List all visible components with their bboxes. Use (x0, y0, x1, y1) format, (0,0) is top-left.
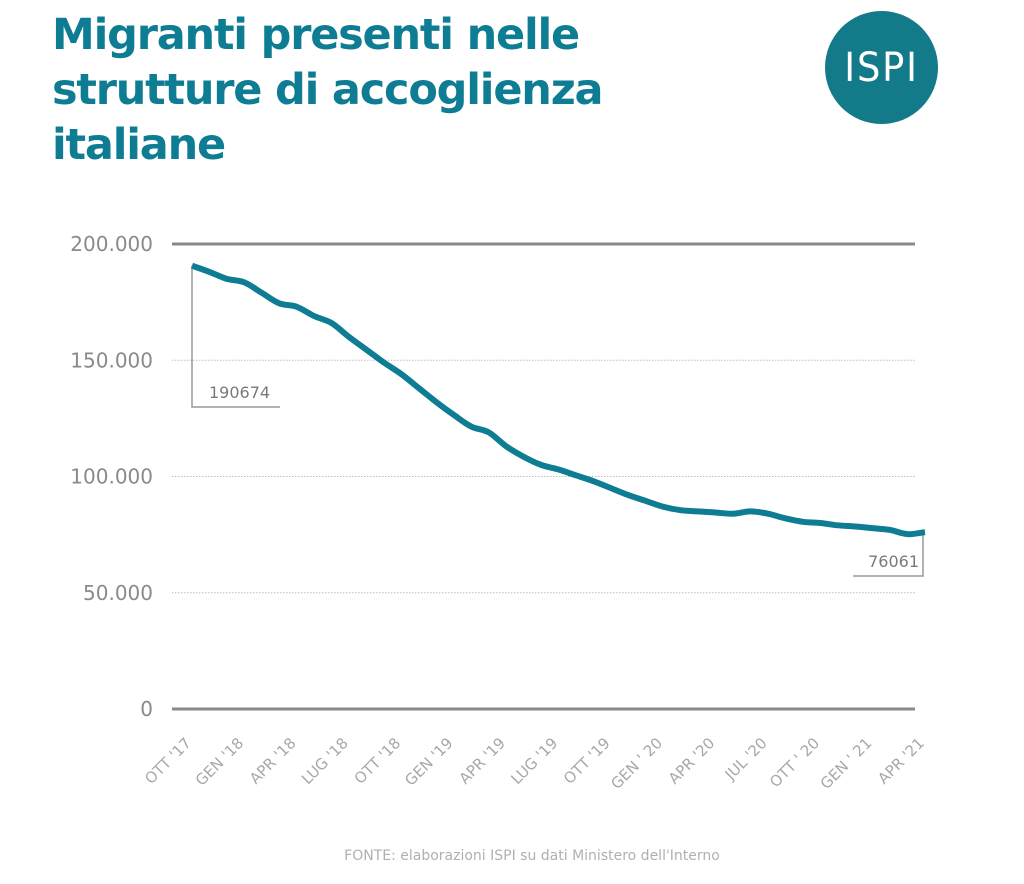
x-tick-label: APR '19 (455, 734, 509, 788)
x-tick-label: GEN ' 20 (607, 734, 666, 793)
y-tick-label: 200.000 (70, 232, 153, 256)
x-tick-label: OTT '17 (141, 734, 195, 788)
x-tick-label: JUL '20 (721, 734, 771, 784)
series-line (190, 262, 926, 538)
ispi-logo: ISPI (825, 11, 938, 124)
x-tick-label: APR '18 (246, 734, 300, 788)
x-tick-label: APR '21 (874, 734, 928, 788)
x-tick-label: GEN '18 (192, 734, 247, 789)
y-tick-label: 150.000 (70, 348, 153, 372)
x-tick-label: OTT '19 (560, 734, 614, 788)
x-tick-label: GEN ' 21 (817, 734, 876, 793)
ispi-logo-text: ISPI (844, 44, 919, 91)
y-tick-label: 100.000 (70, 465, 153, 489)
annotations: 190674 76061 (191, 265, 924, 577)
gridlines (172, 242, 915, 711)
y-axis-ticks: 0 50.000 100.000 150.000 200.000 (70, 232, 153, 721)
annotation-leader (191, 265, 280, 408)
annotation-label: 76061 (868, 552, 919, 571)
source-note: FONTE: elaborazioni ISPI su dati Ministe… (344, 848, 720, 864)
x-tick-label: GEN '19 (401, 734, 456, 789)
series-group (190, 262, 926, 538)
y-tick-label: 50.000 (83, 581, 153, 605)
y-tick-label: 0 (140, 697, 153, 721)
chart-title: Migranti presenti nelle strutture di acc… (52, 10, 604, 170)
x-tick-label: APR '20 (665, 734, 719, 788)
x-tick-label: LUG '19 (507, 734, 561, 788)
annotation-label: 190674 (209, 383, 270, 402)
x-tick-label: OTT ' 20 (766, 734, 823, 791)
x-tick-label: LUG '18 (298, 734, 352, 788)
x-tick-label: OTT '18 (351, 734, 405, 788)
annotation-leader (853, 532, 924, 577)
